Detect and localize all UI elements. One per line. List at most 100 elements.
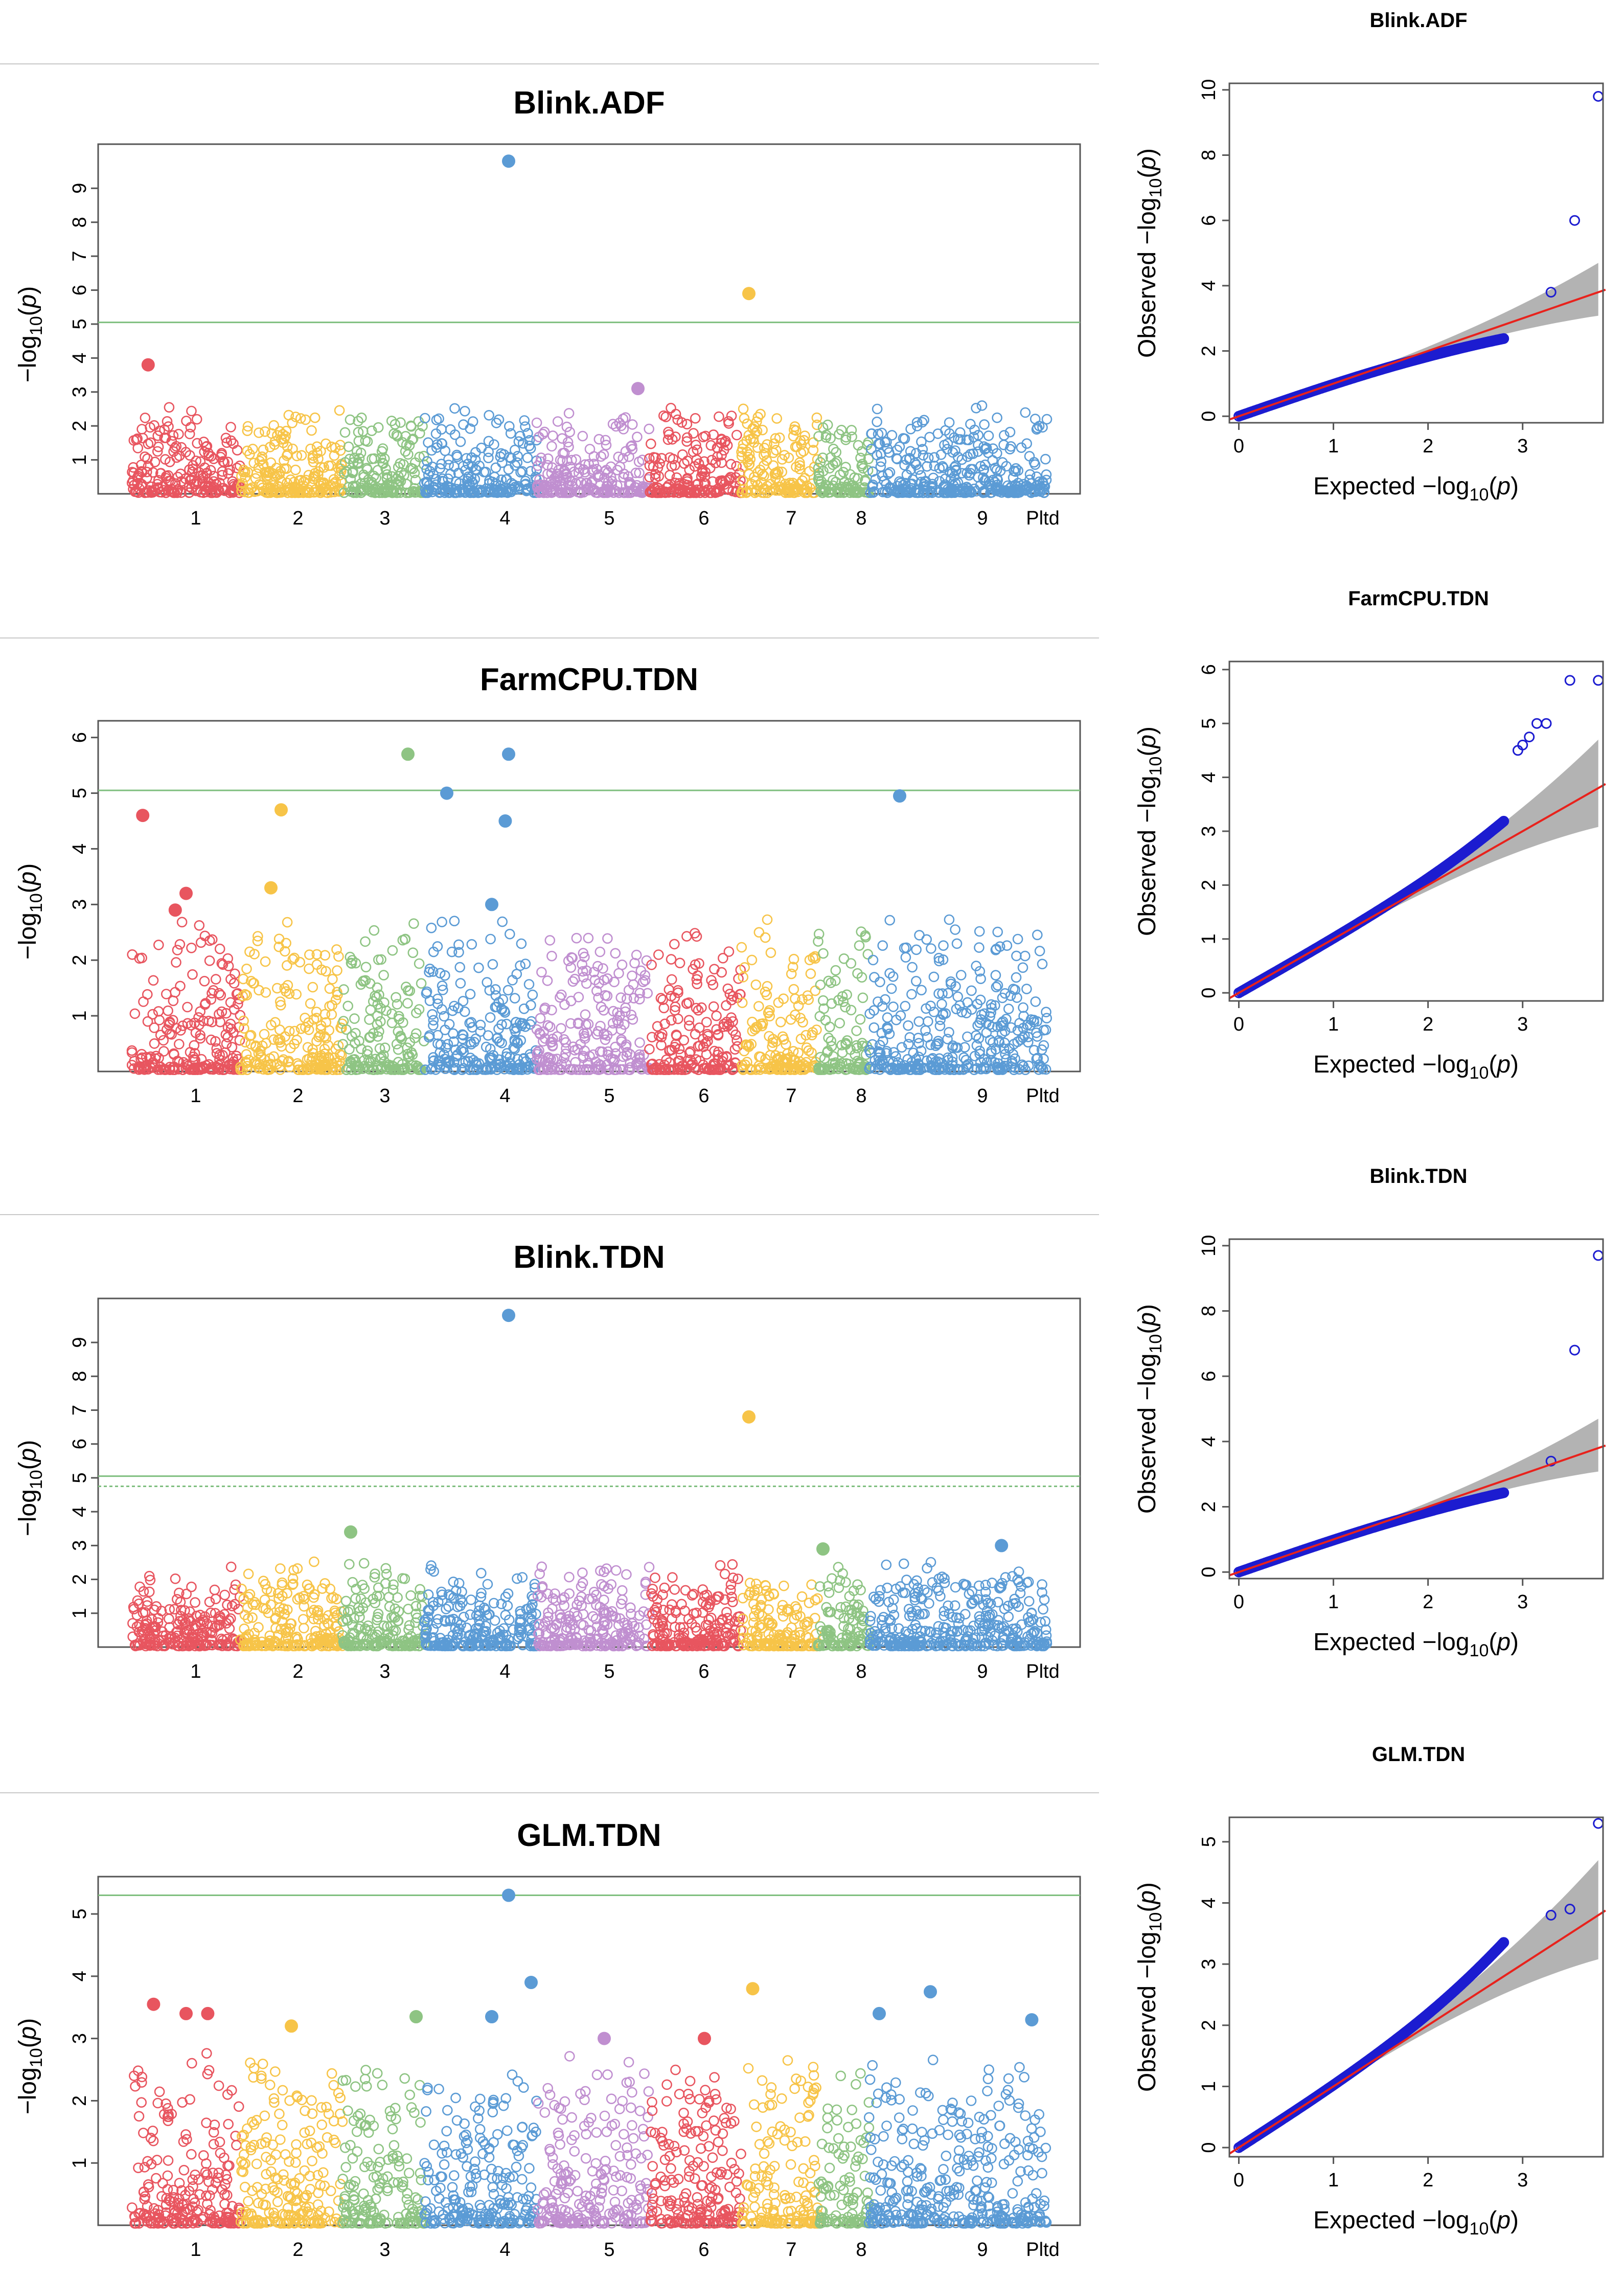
y-tick-label: 9: [69, 183, 90, 194]
snp-point: [593, 433, 605, 445]
snp-point: [808, 437, 819, 448]
snp-point: [155, 468, 167, 479]
snp-point: [478, 467, 490, 477]
snp-point: [951, 938, 963, 949]
snp-point: [219, 457, 230, 468]
snp-point: [595, 1020, 606, 1032]
snp-point: [277, 429, 288, 440]
snp-point: [487, 959, 498, 970]
snp-point: [867, 954, 879, 966]
snp-point: [938, 940, 949, 951]
snp-point: [400, 446, 411, 457]
snp-point: [263, 467, 274, 478]
snp-point: [974, 942, 985, 953]
snp-point: [653, 471, 664, 482]
snp-point: [673, 1013, 683, 1024]
snp-point: [345, 414, 356, 425]
y-axis-label: −log10(p): [14, 1440, 46, 1537]
snp-point: [327, 974, 338, 985]
chromosome-label: 9: [977, 508, 988, 529]
snp-point: [1017, 962, 1028, 973]
snp-point: [905, 423, 916, 435]
snp-point: [813, 463, 824, 473]
snp-point: [780, 478, 791, 490]
snp-point: [667, 1572, 678, 1583]
snp-point: [855, 1014, 866, 1025]
snp-point: [296, 450, 307, 461]
snp-point: [222, 457, 234, 468]
snp-point: [525, 466, 536, 477]
snp-point: [428, 1566, 440, 1577]
snp-point: [153, 441, 164, 452]
snp-point: [688, 428, 699, 439]
snp-point: [634, 467, 645, 478]
snp-point: [760, 987, 771, 997]
snp-point: [722, 983, 734, 994]
snp-point: [738, 403, 749, 415]
snp-point: [128, 462, 139, 473]
snp-point: [644, 1044, 655, 1055]
snp-point: [660, 412, 671, 422]
snp-point: [504, 928, 515, 940]
snp-point: [627, 970, 637, 982]
snp-point: [768, 484, 779, 495]
snp-point: [309, 1556, 319, 1567]
snp-point: [771, 467, 782, 478]
snp-point: [691, 1002, 702, 1014]
snp-point: [950, 924, 960, 935]
snp-point: [1011, 972, 1022, 983]
snp-point: [175, 980, 186, 992]
snp-point: [520, 421, 531, 432]
snp-point: [1034, 946, 1045, 956]
snp-point: [796, 439, 807, 450]
snp-point: [495, 451, 506, 462]
snp-point: [152, 430, 164, 441]
snp-point: [164, 1613, 174, 1624]
snp-point: [483, 452, 494, 464]
snp-point: [266, 428, 277, 439]
snp-point: [611, 486, 622, 497]
snp-point: [353, 436, 364, 447]
snp-point: [727, 1559, 738, 1570]
chromosome-label: 4: [499, 1661, 510, 1682]
snp-point: [228, 438, 239, 449]
snp-point: [267, 468, 278, 479]
snp-point: [493, 414, 505, 425]
snp-point: [512, 450, 523, 462]
snp-point: [391, 992, 401, 1003]
snp-point: [391, 429, 402, 440]
snp-point: [621, 1569, 632, 1580]
snp-point: [776, 454, 788, 465]
snp-point: [306, 425, 317, 436]
snp-point: [295, 413, 306, 424]
snp-point: [1021, 984, 1032, 994]
snp-point: [546, 950, 557, 962]
snp-point: [611, 1565, 622, 1576]
snp-point: [723, 474, 735, 486]
snp-point: [900, 952, 911, 963]
snp-point: [482, 1579, 493, 1590]
snp-point: [737, 997, 748, 1008]
snp-point: [345, 951, 356, 963]
significant-snp: [440, 786, 453, 800]
snp-point: [381, 473, 393, 485]
snp-point: [743, 451, 753, 463]
snp-point: [851, 1025, 862, 1036]
snp-point: [451, 449, 462, 461]
snp-point: [342, 1000, 354, 1012]
snp-point: [321, 438, 331, 449]
snp-point: [708, 485, 720, 496]
snp-point: [513, 484, 524, 495]
snp-point: [466, 1594, 476, 1605]
snp-point: [822, 419, 833, 430]
snp-point: [384, 1601, 395, 1612]
snp-point: [371, 472, 381, 484]
snp-point: [962, 1031, 973, 1042]
snp-point: [533, 479, 544, 490]
snp-point: [710, 458, 721, 469]
snp-point: [534, 474, 545, 485]
chromosome-label: 5: [604, 1661, 614, 1682]
snp-point: [455, 436, 466, 447]
label-part: ): [14, 1440, 41, 1448]
